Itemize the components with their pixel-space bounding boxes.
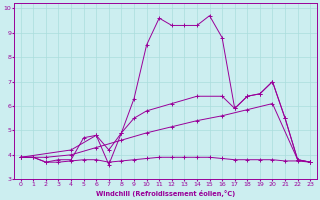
X-axis label: Windchill (Refroidissement éolien,°C): Windchill (Refroidissement éolien,°C) — [96, 190, 235, 197]
